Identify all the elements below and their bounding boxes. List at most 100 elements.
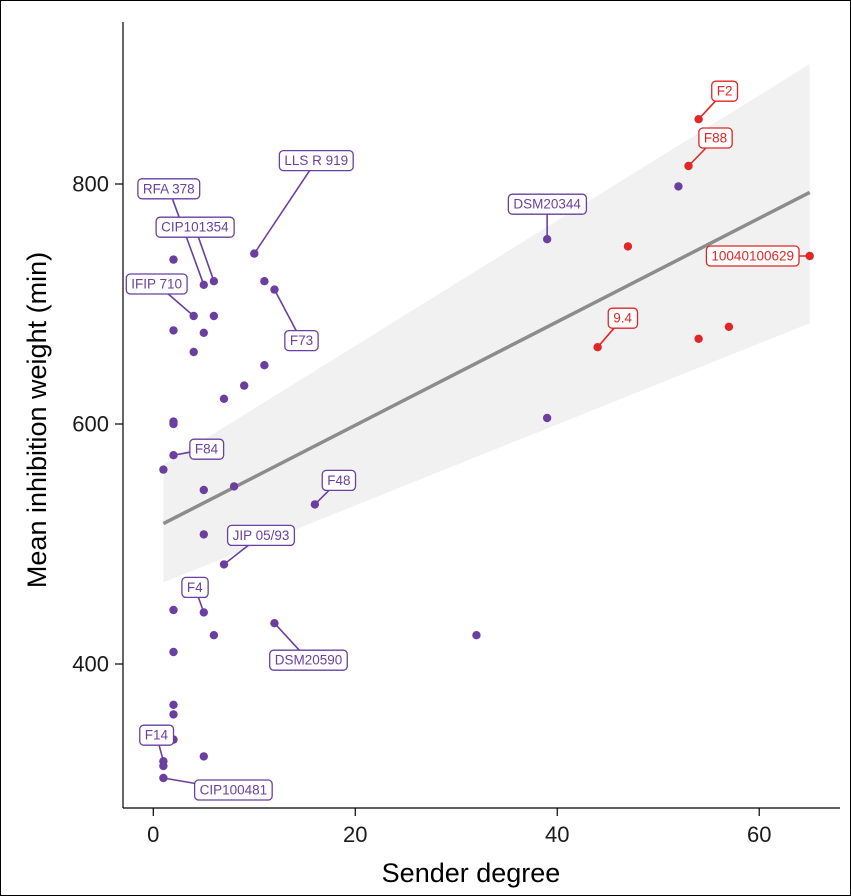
data-point — [199, 752, 208, 761]
trend-line — [162, 190, 811, 526]
label-leader — [253, 160, 317, 255]
y-axis-title: Mean inhibition weight (min) — [22, 252, 52, 588]
point-label-text: RFA 378 — [143, 181, 195, 196]
data-point — [169, 647, 178, 657]
point-label-text: F14 — [145, 728, 169, 743]
x-axis-title: Sender degree — [382, 858, 561, 888]
data-point — [239, 381, 249, 390]
data-point — [159, 465, 168, 474]
point-label-text: F88 — [704, 131, 727, 146]
data-point — [260, 277, 269, 286]
data-point — [219, 560, 229, 569]
data-point — [189, 347, 198, 357]
point-label-box — [189, 438, 225, 460]
point-label: DSM20344 — [507, 193, 588, 215]
point-label: F84 — [189, 438, 225, 460]
point-label: LLS R 919 — [278, 149, 354, 172]
y-tick-label: 600 — [72, 412, 109, 437]
data-point — [805, 251, 814, 261]
confidence-band-layer — [163, 64, 810, 583]
point-label: CIP100481 — [193, 779, 273, 801]
data-point — [260, 361, 269, 370]
point-label-text: DSM20590 — [275, 653, 343, 668]
point-label-box — [507, 193, 588, 215]
data-point — [623, 242, 633, 251]
point-label-text: LLS R 919 — [284, 153, 348, 168]
x-tick-label: 40 — [545, 822, 569, 847]
data-point — [209, 311, 219, 321]
point-label-box — [284, 329, 319, 352]
point-label: 10040100629 — [705, 245, 800, 267]
point-label-text: F48 — [327, 473, 350, 488]
data-point — [542, 413, 552, 423]
point-label: CIP101354 — [155, 216, 235, 238]
point-label-box — [321, 469, 357, 492]
point-label-box — [125, 273, 188, 295]
point-label-box — [607, 307, 639, 329]
data-point — [270, 619, 279, 628]
data-point — [209, 631, 219, 640]
point-label: F88 — [698, 127, 733, 149]
point-label-text: F4 — [187, 580, 203, 595]
data-point — [229, 482, 239, 491]
point-label-box — [137, 178, 201, 200]
point-label: F14 — [139, 724, 175, 746]
point-label-box — [698, 127, 733, 149]
data-point — [159, 773, 168, 783]
point-label-text: CIP100481 — [200, 783, 268, 798]
data-point — [169, 255, 178, 264]
point-label-box — [705, 245, 800, 267]
data-point — [159, 761, 168, 771]
data-points-layer — [159, 115, 814, 783]
data-point — [674, 182, 683, 191]
data-point — [169, 451, 178, 460]
point-label-text: CIP101354 — [161, 220, 229, 235]
point-label: F73 — [284, 329, 319, 352]
point-label-text: F2 — [717, 84, 733, 99]
point-label-text: F73 — [290, 333, 313, 348]
data-point — [270, 285, 279, 294]
data-point — [199, 280, 208, 289]
data-point — [199, 485, 208, 495]
data-point — [199, 328, 208, 337]
data-point — [310, 500, 320, 509]
point-label-text: IFIP 710 — [131, 277, 182, 292]
point-label-box — [711, 80, 739, 102]
point-label: RFA 378 — [137, 178, 201, 200]
point-label: JIP 05/93 — [226, 524, 296, 547]
point-labels-layer: RFA 378 LLS R 919 CIP101354 IFIP 710 F73 DSM2… — [125, 80, 800, 801]
confidence-band — [163, 64, 810, 583]
axes-layer: 0 20 40 60 400 600 800 — [72, 22, 840, 847]
data-point — [169, 710, 178, 719]
point-label-box — [226, 524, 296, 547]
y-tick-label: 400 — [72, 652, 109, 677]
data-point — [199, 608, 208, 617]
y-tick-label: 800 — [72, 172, 109, 197]
point-label-text: 9.4 — [613, 311, 632, 326]
data-point — [169, 605, 178, 615]
point-label-box — [181, 576, 209, 599]
point-label-box — [269, 649, 348, 671]
point-label-box — [278, 149, 354, 172]
point-label-text: 10040100629 — [711, 249, 794, 264]
data-point — [199, 530, 208, 539]
data-point — [684, 161, 693, 171]
point-label-text: JIP 05/93 — [233, 528, 290, 543]
data-point — [250, 249, 259, 258]
x-tick-label: 60 — [747, 822, 771, 847]
data-point — [209, 277, 219, 286]
data-point — [169, 419, 178, 429]
point-label: IFIP 710 — [125, 273, 188, 295]
data-point — [694, 334, 703, 343]
point-label: 9.4 — [607, 307, 639, 329]
data-point — [542, 235, 552, 244]
data-point — [472, 631, 481, 640]
x-tick-label: 20 — [343, 822, 367, 847]
point-label-text: F84 — [195, 442, 219, 457]
point-label: F48 — [321, 469, 357, 492]
data-point — [219, 394, 229, 403]
point-label: F2 — [711, 80, 739, 102]
trend-line-layer — [162, 190, 811, 526]
data-point — [169, 326, 178, 335]
